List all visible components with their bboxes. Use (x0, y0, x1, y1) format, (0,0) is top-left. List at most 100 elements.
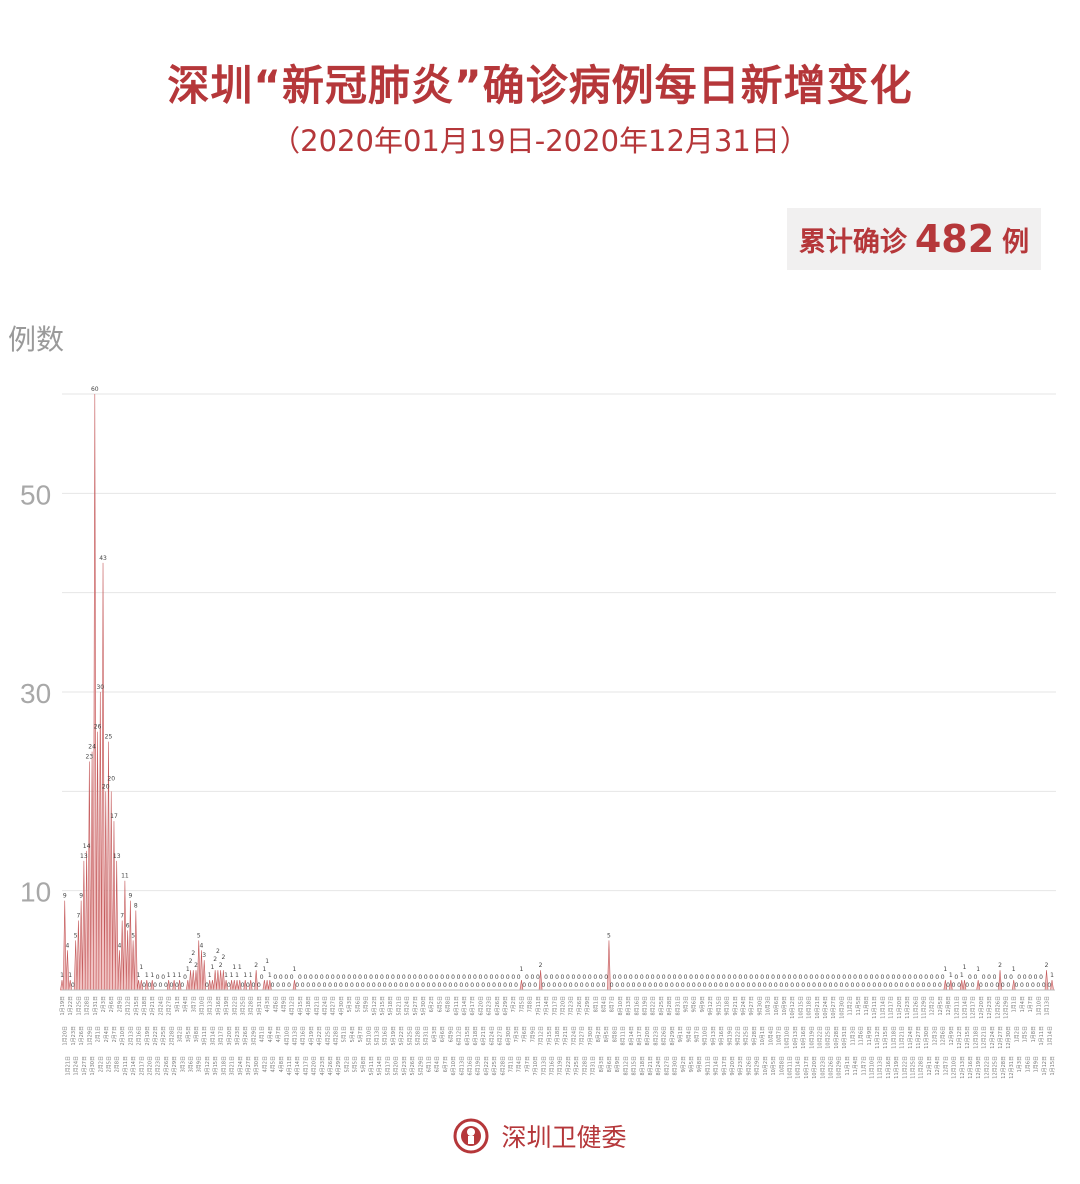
x-tick-label: 2月9日 (117, 996, 123, 1012)
x-tick-label: 2月15日 (134, 996, 140, 1016)
data-label: 0 (514, 982, 518, 989)
x-tick-label: 3月3日 (180, 1056, 186, 1072)
x-tick-label: 11月26日 (913, 996, 919, 1019)
data-label: 0 (476, 982, 480, 989)
x-tick-label: 9月15日 (716, 996, 722, 1016)
data-label: 0 (675, 982, 679, 989)
x-tick-label: 10月25日 (826, 1026, 832, 1049)
data-label: 2 (219, 962, 223, 969)
data-label: 0 (372, 982, 376, 989)
data-label: 0 (1047, 982, 1051, 989)
data-label: 11 (121, 873, 129, 880)
data-label: 0 (686, 982, 690, 989)
bar (95, 731, 100, 991)
data-label: 0 (689, 974, 693, 981)
x-tick-label: 12月27日 (998, 1026, 1004, 1049)
data-label: 6 (126, 922, 130, 929)
data-label: 0 (271, 982, 275, 989)
x-tick-label: 4月19日 (309, 1026, 315, 1046)
data-label: 0 (509, 982, 513, 989)
data-label: 0 (741, 982, 745, 989)
x-tick-label: 10月22日 (818, 1026, 824, 1049)
data-label: 0 (651, 974, 655, 981)
data-label: 0 (489, 974, 493, 981)
x-tick-label: 3月31日 (257, 996, 263, 1016)
x-tick-label: 11月8日 (864, 996, 870, 1016)
x-tick-label: 10月19日 (809, 1026, 815, 1049)
x-tick-label: 12月31日 (1009, 1056, 1015, 1079)
x-tick-label: 8月18日 (640, 1056, 646, 1076)
data-label: 0 (790, 982, 794, 989)
x-tick-label: 7月7日 (525, 1056, 531, 1072)
x-tick-label: 10月3日 (766, 996, 772, 1016)
data-label: 0 (561, 974, 565, 981)
data-label: 2 (1045, 962, 1049, 969)
bar (131, 940, 135, 991)
x-tick-label: 9月26日 (746, 1056, 752, 1076)
x-tick-label: 3月22日 (232, 996, 238, 1016)
data-label: 14 (83, 843, 91, 850)
x-tick-label: 10月17日 (804, 1056, 810, 1079)
data-label: 0 (932, 982, 936, 989)
bar (112, 821, 116, 991)
x-tick-label: 3月13日 (208, 996, 214, 1016)
x-tick-label: 1月3日 (1017, 1056, 1023, 1072)
data-label: 0 (358, 974, 362, 981)
data-label: 0 (954, 974, 958, 981)
x-tick-label: 11月16日 (886, 1056, 892, 1079)
data-label: 0 (386, 974, 390, 981)
x-tick-label: 11月27日 (916, 1026, 922, 1049)
x-tick-label: 12月25日 (993, 1056, 999, 1079)
data-label: 0 (872, 982, 876, 989)
data-label: 0 (334, 982, 338, 989)
x-tick-label: 2月6日 (109, 996, 115, 1012)
data-label: 1 (265, 958, 269, 965)
data-label: 0 (793, 974, 797, 981)
data-label: 0 (410, 982, 414, 989)
footer-org-name: 深圳卫健委 (501, 1123, 627, 1152)
x-tick-label: 4月30日 (339, 996, 345, 1016)
data-label: 0 (459, 982, 463, 989)
data-label: 0 (369, 974, 373, 981)
x-tick-label: 3月24日 (238, 1056, 244, 1076)
x-tick-label: 1月31日 (93, 996, 99, 1016)
x-tick-label: 2月8日 (115, 1056, 121, 1072)
data-label: 0 (465, 982, 469, 989)
data-label: 7 (76, 912, 80, 919)
data-label: 0 (654, 982, 658, 989)
x-tick-label: 1月6日 (1025, 1056, 1031, 1072)
total-confirmed-badge: 累计确诊 482 例 (787, 208, 1041, 270)
footer: 深圳卫健委 (0, 1118, 1080, 1154)
data-label: 0 (325, 974, 329, 981)
x-tick-label: 7月8日 (528, 996, 534, 1012)
x-tick-label: 2月10日 (120, 1026, 126, 1046)
data-label: 0 (394, 982, 398, 989)
data-label: 0 (180, 982, 184, 989)
x-tick-label: 8月22日 (651, 996, 657, 1016)
data-label: 0 (550, 974, 554, 981)
data-label: 0 (637, 982, 641, 989)
data-label: 0 (418, 974, 422, 981)
y-tick-label: 50 (20, 479, 51, 510)
x-tick-label: 6月24日 (489, 1026, 495, 1046)
data-label: 0 (930, 974, 934, 981)
x-tick-label: 9月4日 (686, 1026, 692, 1042)
data-label: 0 (314, 974, 318, 981)
x-tick-label: 8月28日 (667, 996, 673, 1016)
x-tick-label: 4月4日 (268, 1026, 274, 1042)
data-label: 0 (364, 974, 368, 981)
data-label: 0 (309, 974, 313, 981)
data-label: 0 (156, 974, 160, 981)
x-tick-label: 7月23日 (569, 996, 575, 1016)
x-tick-label: 12月23日 (987, 996, 993, 1019)
x-tick-label: 9月8日 (697, 1056, 703, 1072)
data-label: 0 (905, 982, 909, 989)
data-label: 0 (916, 982, 920, 989)
data-label: 0 (859, 974, 863, 981)
x-tick-label: 3月12日 (205, 1056, 211, 1076)
x-tick-label: 4月1日 (260, 1026, 266, 1042)
x-tick-label: 6月12日 (457, 1026, 463, 1046)
x-tick-label: 10月12日 (790, 996, 796, 1019)
bar (235, 980, 239, 991)
x-tick-label: 9月5日 (689, 1056, 695, 1072)
